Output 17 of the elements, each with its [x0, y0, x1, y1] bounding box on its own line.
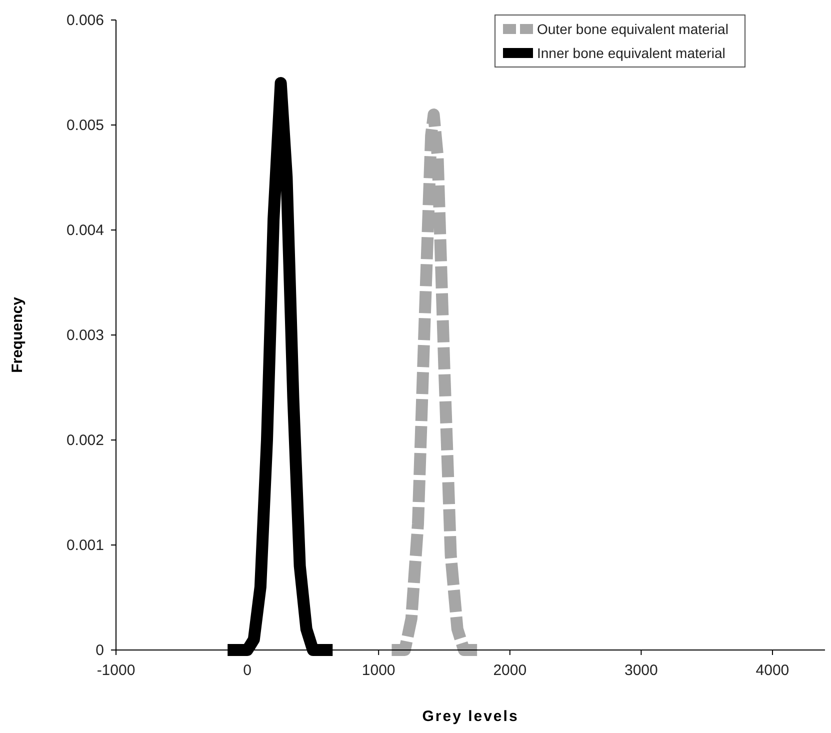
- x-tick-label: -1000: [96, 662, 136, 679]
- x-tick-label: 2000: [493, 662, 527, 679]
- y-tick-label: 0.005: [66, 117, 104, 134]
- x-tick-label: 0: [243, 662, 252, 679]
- legend-label: Outer bone equivalent material: [537, 21, 728, 37]
- y-tick-label: 0.004: [66, 222, 104, 239]
- y-tick-label: 0: [96, 642, 104, 659]
- x-tick-label: 1000: [362, 662, 396, 679]
- y-tick-label: 0.003: [66, 327, 104, 344]
- x-tick-label: 3000: [624, 662, 658, 679]
- y-tick-label: 0.002: [66, 432, 104, 449]
- x-tick-label: 4000: [756, 662, 790, 679]
- legend-label: Inner bone equivalent material: [537, 45, 726, 61]
- y-tick-label: 0.001: [66, 537, 104, 554]
- y-axis-title: Frequency: [9, 296, 26, 373]
- y-tick-label: 0.006: [66, 12, 104, 29]
- x-axis-title: Grey levels: [422, 708, 519, 725]
